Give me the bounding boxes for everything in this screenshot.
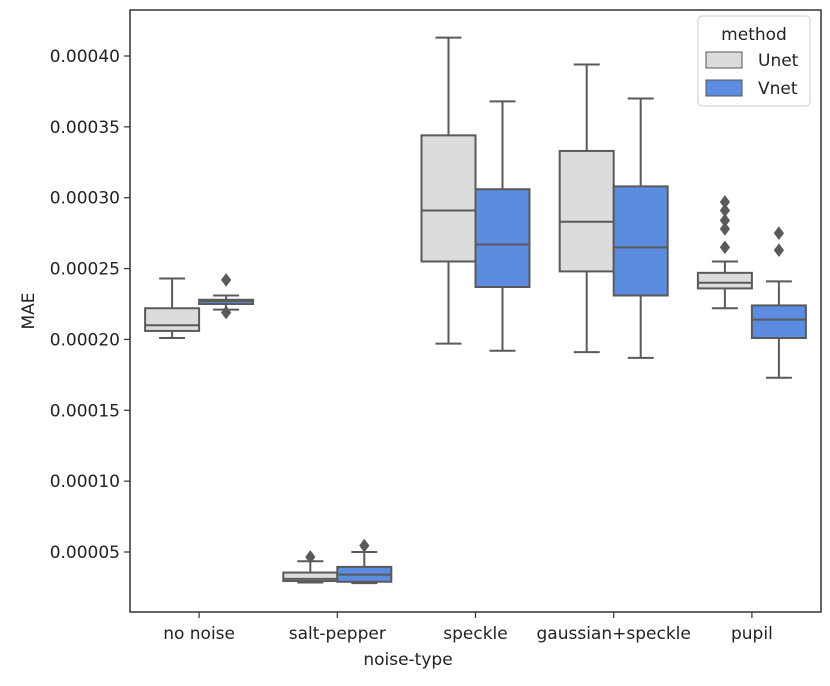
unet-box-2 (420, 36, 477, 345)
box-body (612, 185, 669, 297)
y-axis: 0.00005 0.00010 0.00015 0.00020 0.00025 0.000… (50, 47, 130, 563)
box-body (696, 271, 753, 290)
unet-box-0 (144, 277, 201, 340)
legend-swatch-vnet (705, 79, 743, 97)
box-body (420, 134, 477, 263)
outlier-point (719, 222, 731, 236)
outlier-point (773, 226, 785, 240)
legend-label-vnet: Vnet (758, 79, 798, 99)
y-tick-label: 0.00030 (50, 189, 120, 209)
legend-title: method (721, 25, 787, 45)
outlier-point (359, 538, 370, 553)
x-tick-label: no noise (163, 624, 235, 644)
x-tick-label: salt-pepper (289, 624, 386, 644)
x-tick-label: gaussian+speckle (537, 624, 691, 644)
vnet-box-2 (474, 100, 531, 352)
box-body (558, 149, 615, 273)
box-body (750, 304, 807, 340)
legend: method Unet Vnet (697, 15, 811, 107)
outlier-point (773, 243, 785, 257)
outlier-point (719, 195, 731, 209)
x-tick-label: pupil (731, 624, 773, 644)
y-tick-label: 0.00020 (50, 330, 120, 350)
unet-box-4 (696, 195, 753, 310)
x-axis-label: noise-type (363, 650, 452, 670)
legend-label-unet: Unet (758, 51, 799, 71)
vnet-box-1 (336, 538, 393, 585)
box-body (144, 307, 201, 332)
outlier-point (305, 550, 316, 564)
y-tick-label: 0.00015 (50, 401, 120, 421)
outlier-point (220, 305, 232, 320)
box-body (474, 188, 531, 288)
y-axis-label: MAE (19, 292, 39, 329)
legend-swatch-unet (705, 51, 743, 69)
y-tick-label: 0.00010 (50, 472, 120, 492)
x-tick-label: speckle (443, 624, 507, 644)
outlier-point (220, 273, 232, 287)
unet-box-3 (558, 63, 615, 354)
vnet-box-3 (612, 97, 669, 359)
boxes (144, 36, 807, 585)
outlier-point (719, 213, 731, 228)
y-tick-label: 0.00025 (50, 260, 120, 280)
y-tick-label: 0.00040 (50, 47, 120, 67)
vnet-box-0 (198, 273, 255, 320)
vnet-box-4 (750, 226, 807, 379)
y-tick-label: 0.00005 (50, 543, 120, 563)
x-axis: no noise salt-pepper speckle gaussian+speck… (163, 612, 773, 644)
y-tick-label: 0.00035 (50, 118, 120, 138)
plot-area (129, 9, 822, 613)
outlier-point (719, 203, 731, 218)
outlier-point (719, 240, 731, 255)
